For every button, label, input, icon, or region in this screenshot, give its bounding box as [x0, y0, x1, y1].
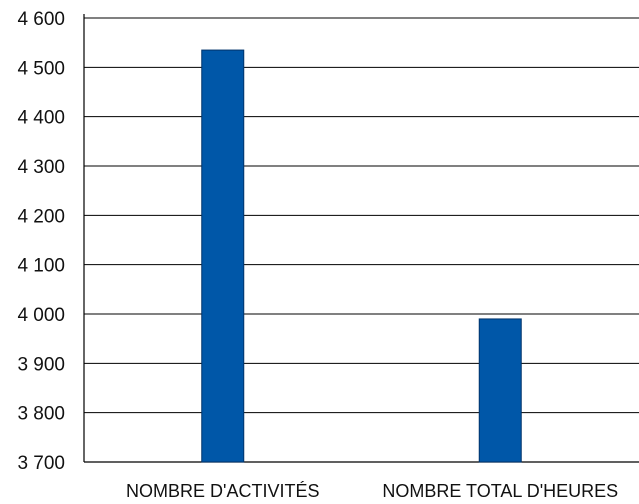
y-tick-label: 3 700 [17, 453, 65, 474]
bar [478, 318, 522, 463]
y-tick-label: 4 100 [17, 256, 65, 277]
bars [201, 49, 522, 463]
gridlines [84, 17, 639, 414]
x-category-labels: NOMBRE D'ACTIVITÉS NOMBRE TOTAL D'HEURES [126, 481, 618, 501]
y-tick-label: 4 600 [17, 9, 65, 30]
x-category-label: NOMBRE D'ACTIVITÉS [126, 481, 319, 501]
bar [201, 49, 245, 463]
x-category-label: NOMBRE TOTAL D'HEURES [382, 481, 618, 501]
y-tick-label: 4 200 [17, 206, 65, 227]
y-tick-label: 3 900 [17, 354, 65, 375]
y-tick-labels: 3 700 3 800 3 900 4 000 4 100 4 200 4 300 4 400… [17, 9, 65, 474]
axes [83, 14, 639, 463]
y-tick-label: 4 500 [17, 58, 65, 79]
y-tick-label: 4 400 [17, 108, 65, 129]
y-tick-label: 4 000 [17, 305, 65, 326]
y-tick-label: 4 300 [17, 157, 65, 178]
y-tick-label: 3 800 [17, 404, 65, 425]
